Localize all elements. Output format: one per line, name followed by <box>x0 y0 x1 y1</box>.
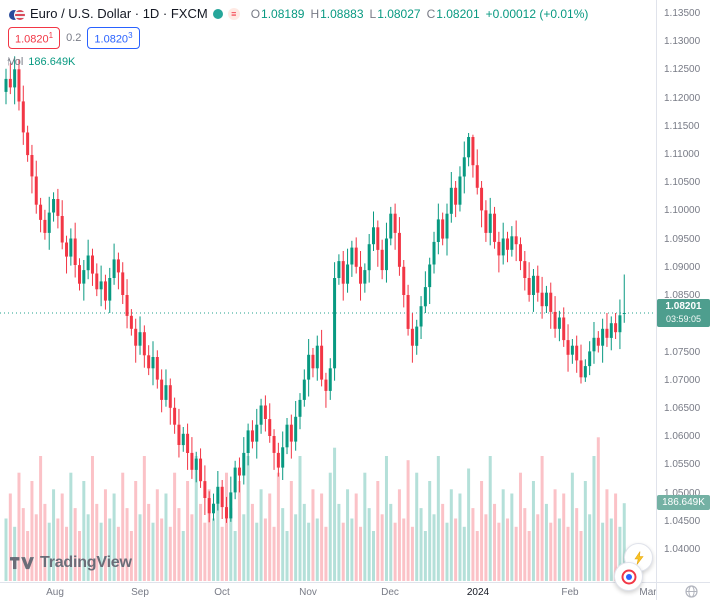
price-tick-label: 1.06500 <box>664 402 701 414</box>
close-value: 1.08201 <box>436 6 480 21</box>
symbol-title[interactable]: Euro / U.S. Dollar · 1D · FXCM <box>30 6 208 21</box>
orange-list-icon[interactable]: ≡ <box>227 7 240 20</box>
price-tick-label: 1.04000 <box>664 543 701 555</box>
price-tick-label: 1.10000 <box>664 205 701 217</box>
tradingview-logo-icon <box>10 556 34 569</box>
price-tick-label: 1.08500 <box>664 290 701 302</box>
time-tick-label: Feb <box>561 587 579 598</box>
quick-action-target-button[interactable] <box>614 562 643 591</box>
symbol-pair-icon <box>8 8 26 21</box>
bid-price-button[interactable]: 1.08201 <box>8 27 61 49</box>
time-tick-label: Nov <box>299 587 317 598</box>
high-value: 1.08883 <box>320 6 364 21</box>
teal-dot-icon[interactable] <box>212 8 223 19</box>
time-tick-label: Sep <box>131 587 149 598</box>
last-price-badge: 1.08201 03:59:05 <box>657 298 710 327</box>
tradingview-logo[interactable]: TradingView <box>10 554 132 572</box>
price-tick-label: 1.12500 <box>664 64 701 76</box>
price-tick-label: 1.07000 <box>664 374 701 386</box>
timezone-globe-icon[interactable] <box>685 585 698 598</box>
price-tick-label: 1.05000 <box>664 487 701 499</box>
time-axis[interactable]: Aug Sep Oct Nov Dec 2024 Feb Mar <box>0 582 657 600</box>
chart-legend: Euro / U.S. Dollar · 1D · FXCM ≡ O1.0818… <box>8 6 588 68</box>
price-tick-label: 1.12000 <box>664 92 701 104</box>
ohlc-readout: O1.08189 H1.08883 L1.08027 C1.08201 +0.0… <box>250 6 589 21</box>
time-tick-label: Oct <box>214 587 230 598</box>
ask-price-button[interactable]: 1.08203 <box>87 27 140 49</box>
price-tick-label: 1.11500 <box>664 120 700 132</box>
time-tick-label: Dec <box>381 587 399 598</box>
change-value: +0.00012 (+0.01%) <box>485 6 589 21</box>
low-value: 1.08027 <box>377 6 421 21</box>
volume-badge: 186.649K <box>657 495 710 511</box>
spread-value: 0.2 <box>66 31 82 44</box>
time-tick-label: 2024 <box>466 587 490 598</box>
price-tick-label: 1.09500 <box>664 233 701 245</box>
chart-pane[interactable]: ↑ <box>0 0 656 582</box>
price-tick-label: 1.05500 <box>664 459 701 471</box>
price-tick-label: 1.13500 <box>664 7 701 19</box>
bar-countdown: 03:59:05 <box>665 313 702 324</box>
volume-legend: Vol 186.649K <box>8 56 588 68</box>
time-tick-label: Aug <box>46 587 64 598</box>
price-tick-label: 1.11000 <box>664 149 700 161</box>
candlestick-chart[interactable] <box>0 0 656 582</box>
open-value: 1.08189 <box>261 6 305 21</box>
axis-corner <box>656 582 710 600</box>
time-tick-label: Mar <box>639 587 657 598</box>
volume-value: 186.649K <box>28 55 76 68</box>
price-tick-label: 1.04500 <box>664 515 701 527</box>
price-tick-label: 1.10500 <box>664 177 701 189</box>
price-tick-label: 1.09000 <box>664 261 701 273</box>
price-tick-label: 1.13000 <box>664 36 701 48</box>
price-marker-arrow-icon: ↑ <box>6 56 12 68</box>
price-tick-label: 1.06000 <box>664 431 701 443</box>
target-icon <box>621 569 636 584</box>
volume-label: Vol <box>8 55 24 68</box>
price-tick-label: 1.07500 <box>664 346 701 358</box>
